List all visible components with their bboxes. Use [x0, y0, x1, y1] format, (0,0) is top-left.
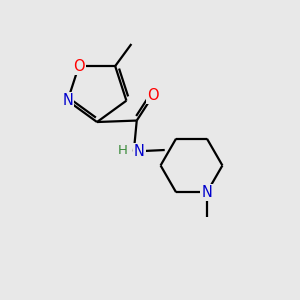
Text: H: H [118, 144, 128, 157]
Text: O: O [147, 88, 159, 103]
Text: N: N [62, 93, 73, 108]
Text: N: N [134, 144, 145, 159]
Text: O: O [73, 58, 85, 74]
Text: N: N [202, 185, 212, 200]
